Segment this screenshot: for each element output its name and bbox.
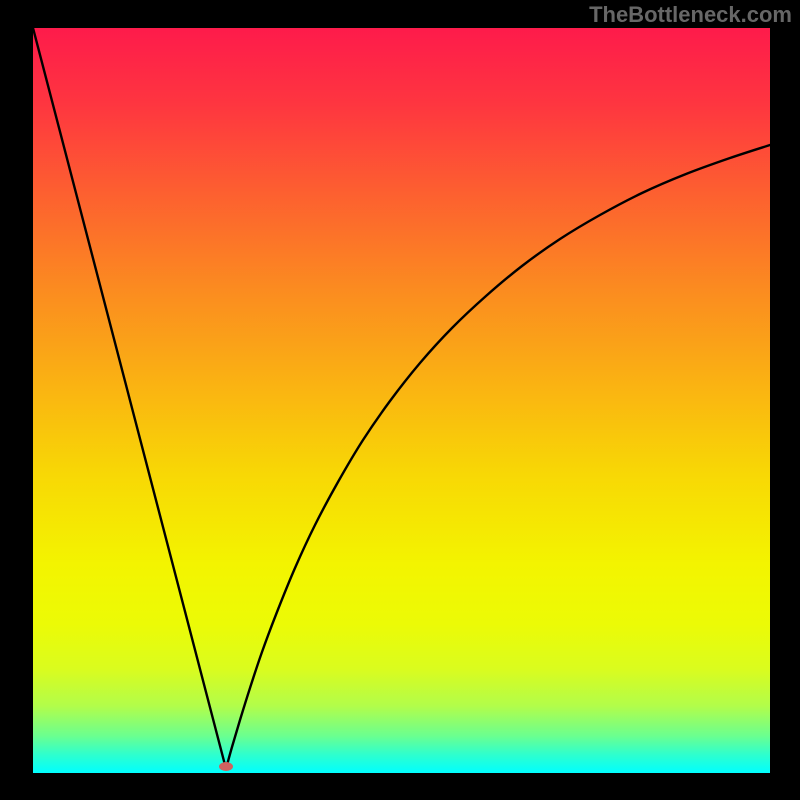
bottleneck-marker bbox=[219, 762, 233, 771]
chart-curves bbox=[33, 28, 770, 773]
chart-container: TheBottleneck.com bbox=[0, 0, 800, 800]
watermark-text: TheBottleneck.com bbox=[589, 2, 792, 28]
plot-area bbox=[33, 28, 770, 773]
